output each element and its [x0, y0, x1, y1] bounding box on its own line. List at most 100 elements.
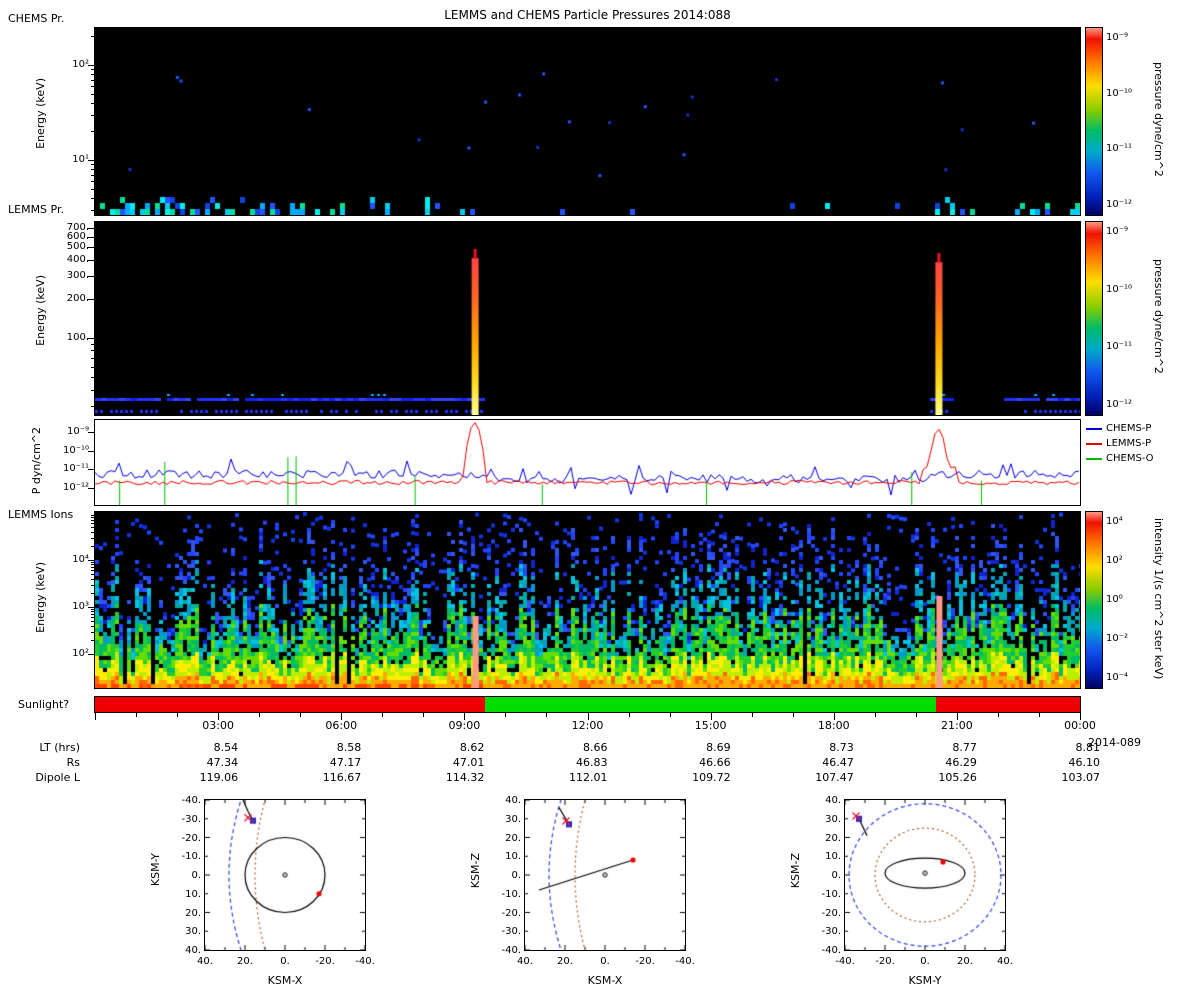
legend-swatch-chems-o [1086, 458, 1102, 460]
tick-mark [464, 713, 466, 720]
tick-mark [91, 93, 95, 95]
chems-panel-label: CHEMS Pr. [8, 12, 65, 25]
tick-mark [88, 450, 95, 452]
ions-colorbar-tick: 10⁴ [1106, 516, 1123, 527]
orbit-x-tick-label: 0. [280, 956, 290, 967]
legend-label: LEMMS-P [1106, 438, 1152, 449]
orbit-x-tick-label: 40. [517, 956, 533, 967]
orbit-y-tick-label: -10. [821, 888, 841, 900]
orbit-y-tick-label: -40. [501, 945, 521, 956]
tick-mark [88, 559, 95, 561]
lemms-y-tick-label: 700. [66, 222, 89, 233]
time-tick-label: 03:00 [202, 719, 234, 732]
pressure-y-tick-label: 10⁻¹¹ [62, 463, 89, 475]
tick-mark [259, 713, 261, 717]
legend-label: CHEMS-O [1106, 453, 1154, 464]
orbit-y-tick-label: 10. [825, 851, 841, 863]
row-value: 8.81 [1075, 741, 1101, 754]
tick-mark [88, 159, 95, 161]
orbit-x-tick-label: -20. [635, 956, 655, 967]
orbit-y-tick-label: 40. [825, 795, 841, 806]
row-value: 8.62 [459, 741, 485, 754]
chems-colorbar-tick: 10⁻¹² [1106, 199, 1133, 210]
tick-mark [91, 614, 95, 616]
tick-mark [91, 405, 95, 407]
tick-mark [91, 188, 95, 190]
tick-mark [91, 537, 95, 539]
lemms-spectrogram-canvas [95, 222, 1080, 415]
tick-mark [91, 164, 95, 166]
sunlight-bar [94, 696, 1081, 713]
tick-mark [669, 713, 671, 717]
tick-mark [91, 527, 95, 529]
tick-mark [341, 713, 343, 720]
tick-mark [88, 432, 95, 433]
pressure-y-tick-label: 10⁻⁹ [66, 426, 89, 437]
pressure-line-canvas [95, 420, 1080, 505]
row-value: 47.34 [206, 756, 239, 769]
tick-mark [87, 275, 95, 277]
tick-mark [91, 69, 95, 71]
orbit-x-axis-title: KSM-X [587, 974, 623, 987]
tick-mark [91, 36, 95, 38]
tick-mark [91, 174, 95, 176]
tick-mark [91, 358, 95, 359]
tick-mark [91, 639, 95, 641]
ions-spectrogram-canvas [95, 512, 1080, 688]
orbit-y-tick-label: -10. [501, 888, 521, 900]
orbit-y-tick-label: 20. [185, 907, 201, 919]
tick-mark [88, 488, 95, 490]
tick-mark [218, 713, 220, 720]
tick-mark [997, 713, 999, 717]
tick-mark [91, 169, 95, 171]
orbit-y-tick-label: -30. [821, 926, 841, 938]
row-value: 47.01 [452, 756, 485, 769]
tick-mark [91, 609, 95, 611]
ions-y-tick-label: 10³ [72, 600, 89, 612]
tick-mark [91, 631, 95, 633]
orbit-y-tick-label: 20. [505, 832, 521, 844]
tick-mark [91, 79, 95, 81]
row-value: 46.47 [822, 756, 854, 769]
tick-mark [87, 228, 95, 229]
tick-mark [91, 611, 95, 613]
tick-mark [91, 102, 95, 104]
orbit-y-axis-title: KSM-Z [469, 853, 482, 889]
time-tick-label: 12:00 [571, 719, 604, 732]
row-value: 114.32 [445, 771, 485, 784]
ions-colorbar-title: intensity 1/(s cm^2 ster keV) [1152, 518, 1165, 680]
orbit-x-tick-label: -40. [835, 956, 855, 967]
row-value: 8.77 [952, 741, 977, 754]
orbit-y-axis-title: KSM-Z [789, 853, 802, 889]
row-label: Rs [66, 756, 80, 769]
pressure-line-panel [94, 419, 1081, 506]
tick-mark [91, 131, 95, 133]
orbit-y-tick-label: 40. [185, 945, 201, 956]
orbit-y-tick-label: 10. [505, 851, 521, 863]
lemms-y-tick-label: 400. [66, 253, 89, 265]
orbit-y-tick-label: -20. [821, 907, 841, 919]
row-value: 46.66 [699, 756, 731, 769]
row-value: 8.58 [336, 741, 362, 754]
row-value: 47.17 [329, 756, 362, 769]
orbit-y-tick-label: -30. [501, 926, 521, 938]
tick-mark [95, 713, 96, 720]
tick-mark [91, 517, 95, 519]
orbit-x-tick-label: -20. [875, 956, 895, 967]
chems-spectrogram-panel [94, 27, 1081, 216]
orbit-x-tick-label: 20. [557, 956, 573, 967]
chems-colorbar-tick: 10⁻¹¹ [1106, 143, 1133, 155]
row-value: 46.10 [1068, 756, 1101, 769]
tick-mark [87, 236, 95, 238]
tick-mark [91, 389, 95, 391]
row-value: 105.26 [938, 771, 977, 784]
chems-y-axis-title: Energy (keV) [34, 78, 47, 149]
trajectory-plot-xz-canvas [525, 800, 685, 950]
tick-mark [88, 469, 95, 471]
orbit-x-tick-label: -40. [675, 956, 695, 967]
chems-colorbar-tick: 10⁻⁹ [1106, 32, 1129, 43]
row-value: 103.07 [1061, 771, 1101, 784]
time-tick-label: 09:00 [448, 719, 481, 732]
row-value: 8.73 [829, 741, 854, 754]
row-label: Dipole L [35, 771, 80, 784]
